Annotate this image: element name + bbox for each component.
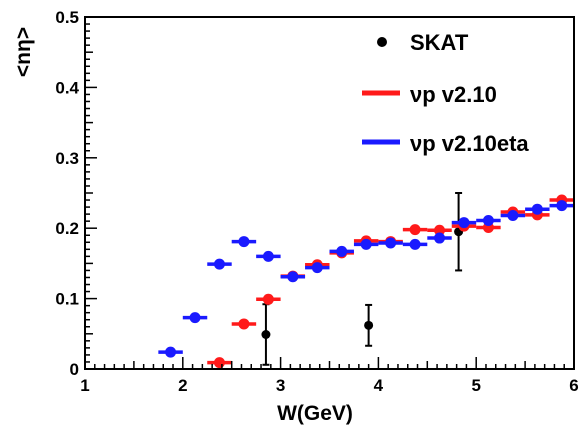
data-point: [262, 293, 274, 305]
x-tick-label: 5: [471, 376, 480, 395]
data-point: [482, 214, 494, 226]
tick-labels: 1 2 3 4 5 6 0 0.1 0.2 0.3 0.4 0.5: [55, 8, 578, 395]
data-point: [409, 238, 421, 250]
series-2: [158, 200, 574, 358]
x-tick-label: 4: [374, 376, 384, 395]
y-tick-label: 0: [70, 360, 79, 379]
data-point: [531, 203, 543, 215]
data-point: [336, 245, 348, 257]
x-tick-label: 1: [80, 376, 89, 395]
data-point: [458, 217, 470, 229]
data-point: [360, 238, 372, 250]
axis-ticks: [84, 16, 575, 370]
data-point: [238, 236, 250, 248]
x-tick-label: 2: [178, 376, 187, 395]
y-tick-label: 0.4: [55, 78, 79, 97]
x-tick-label: 3: [276, 376, 285, 395]
legend-label: νp v2.10: [410, 82, 497, 107]
data-point: [311, 262, 323, 274]
data-point: [165, 346, 177, 358]
data-point: [261, 330, 271, 340]
y-tick-label: 0.2: [55, 219, 79, 238]
data-point: [287, 271, 299, 283]
y-tick-label: 0.3: [55, 149, 79, 168]
x-tick-label: 6: [569, 376, 578, 395]
legend: SKAT νp v2.10 νp v2.10eta: [362, 30, 529, 156]
data-point: [434, 232, 446, 244]
data-point: [238, 318, 250, 330]
legend-label: SKAT: [410, 30, 469, 55]
data-point: [507, 210, 519, 222]
y-tick-label: 0.1: [55, 290, 79, 309]
series-0: [261, 192, 464, 366]
data-point: [189, 312, 201, 324]
x-axis-title: W(GeV): [277, 402, 353, 425]
data-point: [409, 224, 421, 236]
y-axis-title: <nη>: [12, 27, 35, 77]
data-point: [434, 224, 446, 236]
legend-label: νp v2.10eta: [410, 131, 529, 156]
data-marks: [158, 192, 574, 369]
y-tick-label: 0.5: [55, 8, 79, 27]
legend-marker: [377, 37, 387, 47]
data-point: [385, 237, 397, 249]
data-point: [213, 357, 225, 369]
data-point: [262, 250, 274, 262]
data-point: [556, 200, 568, 212]
data-point: [213, 258, 225, 270]
data-point: [364, 320, 374, 330]
